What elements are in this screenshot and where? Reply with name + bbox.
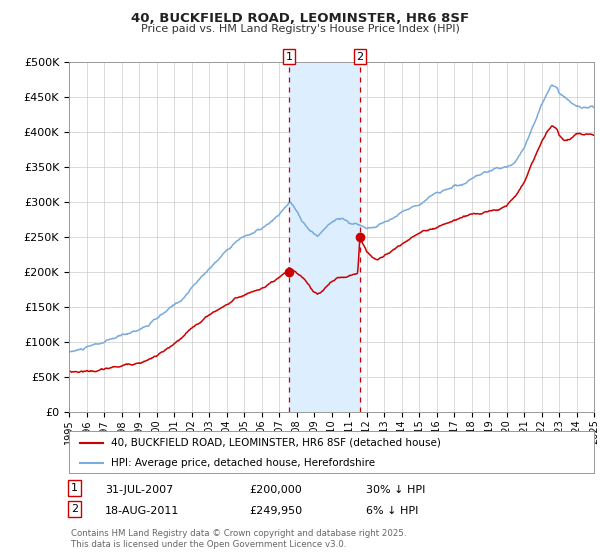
Text: £249,950: £249,950 xyxy=(249,506,302,516)
Bar xyxy=(289,62,360,412)
Text: 40, BUCKFIELD ROAD, LEOMINSTER, HR6 8SF (detached house): 40, BUCKFIELD ROAD, LEOMINSTER, HR6 8SF … xyxy=(111,438,441,448)
Text: £200,000: £200,000 xyxy=(249,485,302,495)
Text: 1: 1 xyxy=(71,483,78,493)
Text: 40, BUCKFIELD ROAD, LEOMINSTER, HR6 8SF: 40, BUCKFIELD ROAD, LEOMINSTER, HR6 8SF xyxy=(131,12,469,25)
Text: HPI: Average price, detached house, Herefordshire: HPI: Average price, detached house, Here… xyxy=(111,458,375,468)
Text: 31-JUL-2007: 31-JUL-2007 xyxy=(105,485,173,495)
Text: 6% ↓ HPI: 6% ↓ HPI xyxy=(366,506,418,516)
Text: 2: 2 xyxy=(356,52,364,62)
Text: 18-AUG-2011: 18-AUG-2011 xyxy=(105,506,179,516)
Text: 2: 2 xyxy=(71,504,78,514)
Text: Contains HM Land Registry data © Crown copyright and database right 2025.
This d: Contains HM Land Registry data © Crown c… xyxy=(71,529,406,549)
Text: Price paid vs. HM Land Registry's House Price Index (HPI): Price paid vs. HM Land Registry's House … xyxy=(140,24,460,34)
Text: 30% ↓ HPI: 30% ↓ HPI xyxy=(366,485,425,495)
Text: 1: 1 xyxy=(286,52,293,62)
